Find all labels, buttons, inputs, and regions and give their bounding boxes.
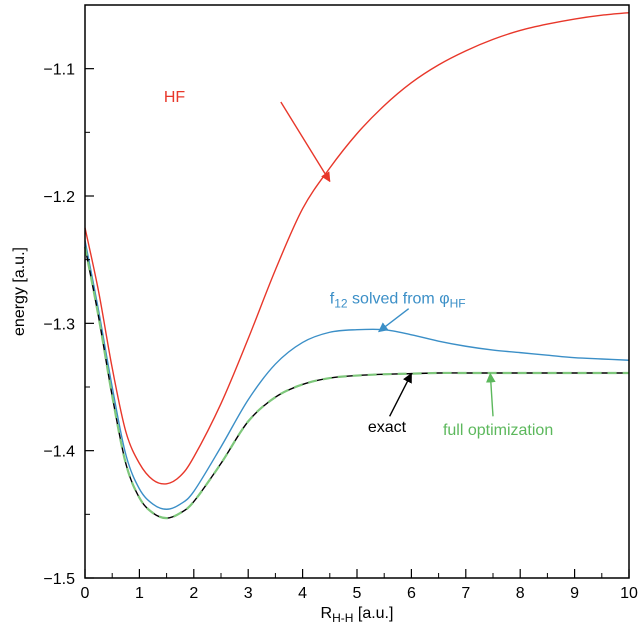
- series-layer: [83, 11, 630, 520]
- annotation-arrow-f12: [377, 308, 410, 333]
- x-tick-label: 9: [570, 585, 579, 602]
- annotation-label-hf: HF: [164, 89, 186, 106]
- y-tick-label: −1.3: [43, 316, 75, 333]
- x-tick-label: 2: [189, 585, 198, 602]
- annotation-layer: HF f12 solved from φHF exact full optimizat…: [164, 89, 553, 439]
- series-line-hf: [84, 11, 630, 485]
- x-tick-label: 6: [407, 585, 416, 602]
- x-tick-label: 0: [81, 585, 90, 602]
- x-tick-label: 10: [620, 585, 638, 602]
- annotation-arrow-hf: [280, 101, 331, 183]
- y-tick-label: −1.2: [43, 189, 75, 206]
- x-tick-label: 1: [135, 585, 144, 602]
- x-tick-label: 7: [461, 585, 470, 602]
- series-line-exact: [84, 246, 629, 519]
- x-tick-label: 3: [244, 585, 253, 602]
- series-line-full: [83, 246, 629, 520]
- x-tick-label: 4: [298, 585, 307, 602]
- y-tick-label: −1.1: [43, 62, 75, 79]
- x-tick-label: 5: [353, 585, 362, 602]
- x-tick-label: 8: [516, 585, 525, 602]
- y-tick-label: −1.4: [43, 444, 75, 461]
- annotation-label-f12: f12 solved from φHF: [330, 291, 466, 311]
- axes-layer: 0 1 2 3 4 5 6 7 8 9 10 −1.5 −1.4 −1.3 −1.2 −1.1 RH-H [a.…: [11, 4, 638, 625]
- y-axis-title: energy [a.u.]: [11, 247, 28, 336]
- y-tick-label: −1.5: [43, 571, 75, 588]
- annotation-arrow-full: [485, 372, 496, 417]
- annotation-arrow-exact: [389, 372, 413, 417]
- annotation-label-full: full optimization: [443, 422, 553, 439]
- x-axis-title: RH-H [a.u.]: [321, 605, 394, 625]
- annotation-label-exact: exact: [368, 419, 407, 436]
- series-line-f12: [84, 240, 630, 510]
